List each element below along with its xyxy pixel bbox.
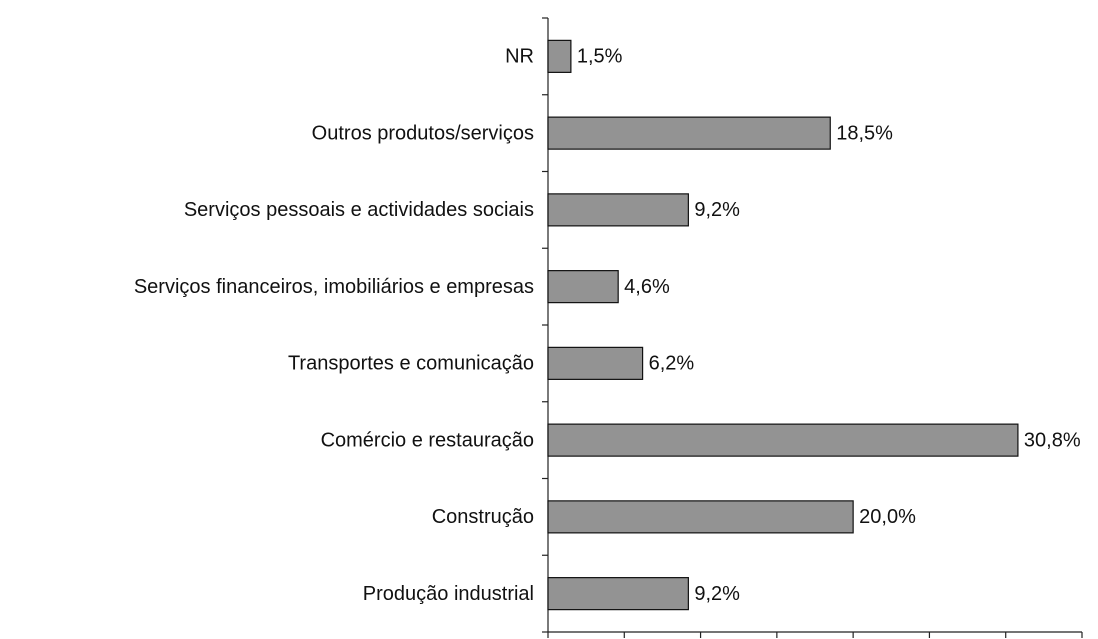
value-label: 20,0% (859, 506, 916, 528)
value-label: 1,5% (577, 46, 623, 68)
y-tick-label: Comércio e restauração (321, 429, 534, 451)
bar (547, 39, 572, 73)
bar (547, 116, 831, 150)
value-label: 6,2% (649, 353, 695, 375)
y-tick-label: NR (505, 46, 534, 68)
bar (547, 193, 689, 227)
bar (547, 577, 689, 611)
value-label: 18,5% (836, 122, 893, 144)
y-tick-label: Outros produtos/serviços (312, 122, 534, 144)
y-tick-label: Construção (432, 506, 534, 528)
value-label: 9,2% (694, 199, 740, 221)
y-tick-label: Produção industrial (363, 583, 534, 605)
y-tick-label: Transportes e comunicação (288, 353, 534, 375)
value-label: 9,2% (694, 583, 740, 605)
y-tick-label: Serviços pessoais e actividades sociais (184, 199, 534, 221)
value-label: 4,6% (624, 276, 670, 298)
bar (547, 500, 854, 534)
bar (547, 346, 644, 380)
bar (547, 270, 619, 304)
y-tick-label: Serviços financeiros, imobiliários e emp… (134, 276, 534, 298)
value-label: 30,8% (1024, 429, 1081, 451)
bar (547, 423, 1019, 457)
